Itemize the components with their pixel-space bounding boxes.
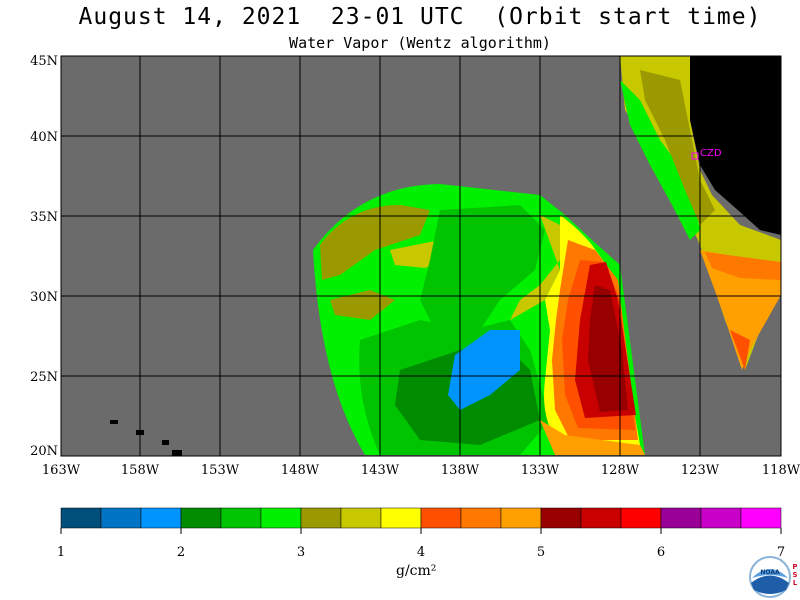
map-subtitle: Water Vapor (Wentz algorithm)	[289, 34, 551, 52]
colorbar-tick-label: 3	[297, 545, 305, 560]
noaa-logo: NOAA	[749, 556, 791, 598]
colorbar	[60, 507, 782, 529]
psl-logo-text: P S L	[792, 563, 797, 587]
colorbar-segment	[180, 507, 222, 529]
colorbar-segment	[540, 507, 582, 529]
lat-label-35n: 35N	[30, 210, 58, 225]
colorbar-segment	[700, 507, 742, 529]
latitude-labels: 45N 40N 35N 30N 25N 20N	[30, 54, 58, 459]
colorbar-segment	[140, 507, 182, 529]
colorbar-segment	[60, 507, 102, 529]
colorbar-tick-label: 7	[777, 545, 785, 560]
colorbar-segment	[660, 507, 702, 529]
colorbar-tick-label: 6	[657, 545, 665, 560]
colorbar-segment	[100, 507, 142, 529]
colorbar-tick-label: 1	[57, 545, 65, 560]
lat-label-45n: 45N	[30, 54, 58, 69]
colorbar-segment	[620, 507, 662, 529]
lat-label-25n: 25N	[30, 370, 58, 385]
svg-text:S: S	[792, 571, 797, 579]
lon-label-163w: 163W	[42, 463, 81, 478]
station-marker-czd: CZD	[691, 148, 722, 160]
lon-label-133w: 133W	[521, 463, 560, 478]
colorbar-segment	[220, 507, 262, 529]
lat-label-20n: 20N	[30, 444, 58, 459]
colorbar-segment	[300, 507, 342, 529]
svg-text:L: L	[793, 579, 798, 587]
colorbar-segment	[380, 507, 422, 529]
lat-label-40n: 40N	[30, 130, 58, 145]
colorbar-units: g/cm²	[396, 563, 437, 579]
map-gridlines	[61, 56, 781, 456]
colorbar-segment	[500, 507, 542, 529]
colorbar-segment	[260, 507, 302, 529]
lon-label-153w: 153W	[201, 463, 240, 478]
north-america-land	[690, 56, 781, 235]
noaa-logo-text: NOAA	[760, 569, 780, 576]
colorbar-segment	[580, 507, 622, 529]
lon-label-148w: 148W	[281, 463, 320, 478]
svg-text:P: P	[792, 563, 797, 571]
western-swath	[313, 184, 645, 455]
colorbar-tick-label: 5	[537, 545, 545, 560]
station-label: CZD	[700, 148, 722, 159]
map-title: August 14, 2021 23-01 UTC (Orbit start t…	[78, 4, 762, 30]
lon-label-123w: 123W	[681, 463, 720, 478]
lon-label-158w: 158W	[121, 463, 160, 478]
colorbar-tick-labels: 1 2 3 4 5 6 7	[57, 528, 785, 560]
lon-label-128w: 128W	[601, 463, 640, 478]
lon-label-118w: 118W	[762, 463, 800, 478]
colorbar-segment	[460, 507, 502, 529]
colorbar-tick-label: 4	[417, 545, 425, 560]
colorbar-tick-label: 2	[177, 545, 185, 560]
map-frame	[60, 55, 782, 457]
map-panel: CZD	[61, 56, 781, 456]
lon-label-138w: 138W	[441, 463, 480, 478]
colorbar-segment	[740, 507, 782, 529]
longitude-labels: 163W 158W 153W 148W 143W 138W 133W 128W …	[42, 463, 800, 478]
colorbar-segment	[420, 507, 462, 529]
lat-label-30n: 30N	[30, 290, 58, 305]
colorbar-segment	[340, 507, 382, 529]
lon-label-143w: 143W	[361, 463, 400, 478]
